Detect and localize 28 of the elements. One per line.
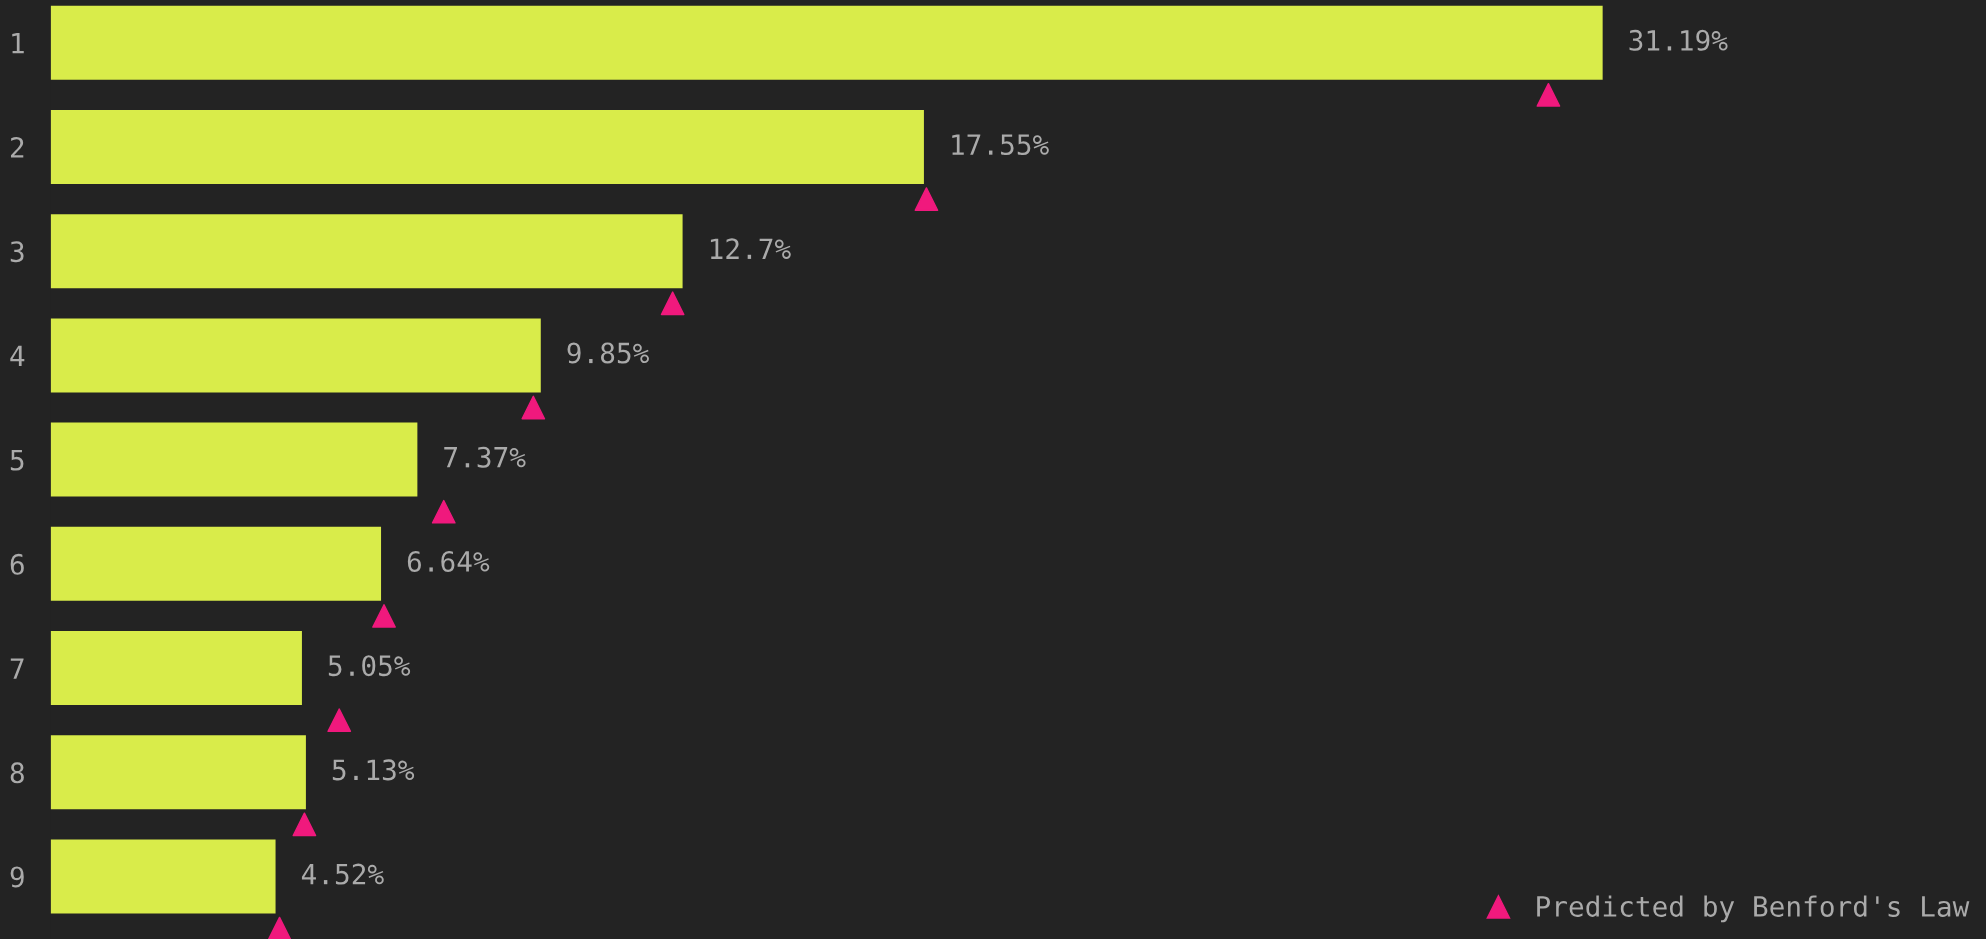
- bar: [50, 318, 541, 393]
- legend-label: Predicted by Benford's Law: [1537, 895, 1970, 923]
- data-label: 9.85%: [567, 342, 649, 364]
- y-tick-label: 5: [10, 449, 24, 471]
- y-tick-label: 4: [10, 345, 25, 367]
- data-label: 5.05%: [328, 655, 411, 677]
- y-tick-label: 2: [10, 136, 24, 158]
- data-label: 4.52%: [301, 863, 384, 885]
- y-tick-label: 9: [10, 866, 24, 888]
- bar: [50, 735, 306, 810]
- bar: [50, 214, 683, 289]
- bar: [50, 109, 924, 184]
- data-label: 7.37%: [444, 446, 526, 468]
- data-label: 12.7%: [710, 238, 791, 259]
- data-label: 31.19%: [1629, 29, 1728, 51]
- data-label: 6.64%: [407, 550, 490, 572]
- y-tick-label: 8: [10, 762, 24, 784]
- bar: [50, 839, 276, 914]
- data-label: 17.55%: [952, 134, 1049, 156]
- y-tick-label: 3: [10, 241, 24, 263]
- y-tick-label: 1: [12, 33, 24, 54]
- data-label: 5.13%: [332, 759, 415, 781]
- y-tick-label: 6: [10, 553, 24, 575]
- y-tick-label: 7: [10, 658, 24, 679]
- bar: [50, 5, 1603, 80]
- bar: [50, 631, 302, 706]
- bar: [50, 526, 382, 601]
- bar: [50, 422, 418, 497]
